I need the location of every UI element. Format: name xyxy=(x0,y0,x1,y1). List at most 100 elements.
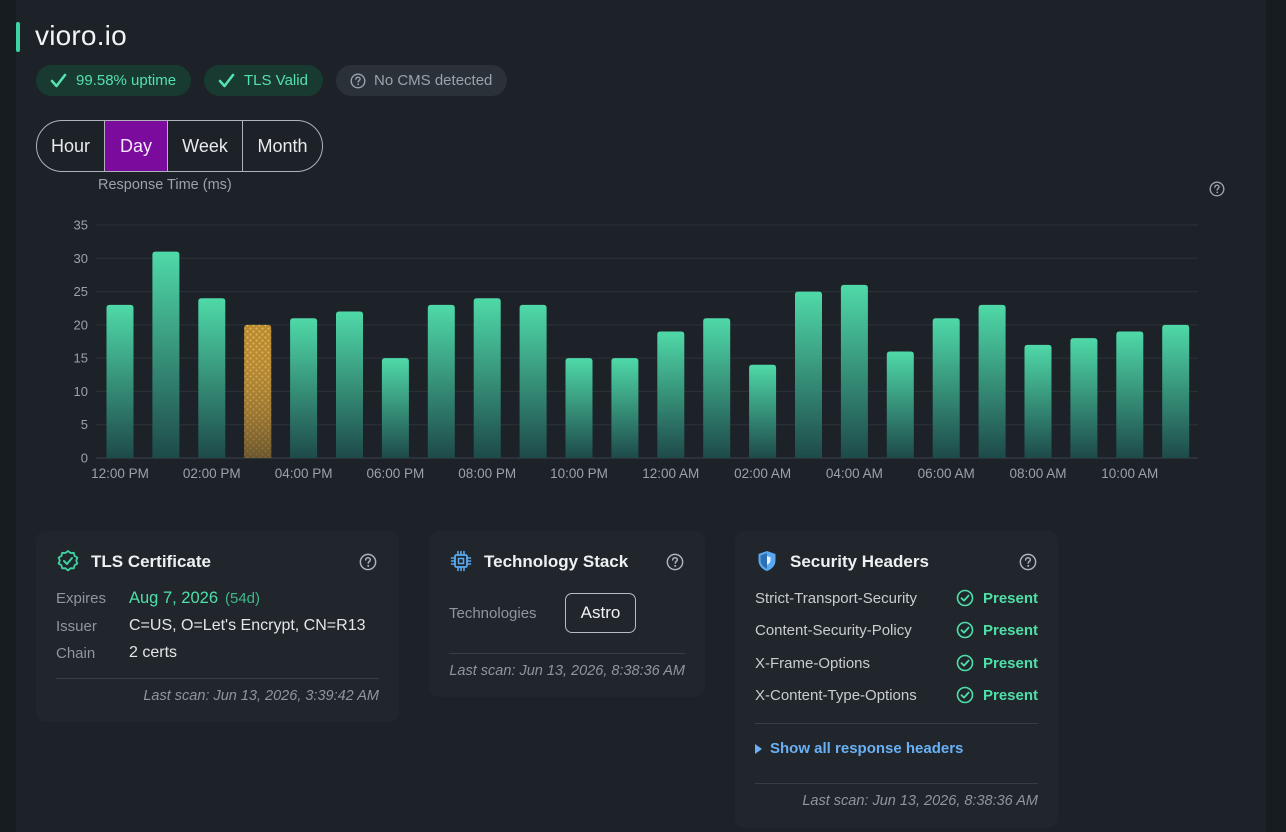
x-tick-label: 02:00 AM xyxy=(734,466,791,481)
header-status-csp: Present xyxy=(956,621,1038,639)
tech-card-title: Technology Stack xyxy=(484,552,629,571)
security-divider-bottom xyxy=(755,783,1038,784)
bar[interactable] xyxy=(106,304,134,458)
tls-last-scan: Last scan: Jun 13, 2026, 3:39:42 AM xyxy=(143,688,379,704)
bar[interactable] xyxy=(336,311,363,458)
tech-last-scan: Last scan: Jun 13, 2026, 8:38:36 AM xyxy=(449,663,685,679)
check-circle-icon xyxy=(956,621,974,639)
tech-chip-astro[interactable]: Astro xyxy=(565,593,636,633)
header-name-xfo: X-Frame-Options xyxy=(755,655,871,672)
cms-badge-label: No CMS detected xyxy=(374,72,493,89)
header-name-csp: Content-Security-Policy xyxy=(755,622,912,639)
x-tick-label: 12:00 PM xyxy=(91,466,149,481)
bar[interactable] xyxy=(152,251,180,458)
question-circle-icon xyxy=(350,72,366,89)
bar[interactable] xyxy=(795,291,822,458)
chain-value: 2 certs xyxy=(129,644,178,661)
expires-value: Aug 7, 2026 xyxy=(129,589,218,607)
issuer-label: Issuer xyxy=(56,618,97,635)
tab-month[interactable]: Month xyxy=(257,135,308,156)
y-tick-label: 5 xyxy=(81,417,88,432)
header-status-label: Present xyxy=(983,686,1039,704)
response-time-chart: 0 5 10 15 20 25 30 35 12:00 PM 02:00 PM 04:00 PM 0… xyxy=(74,218,1198,481)
y-tick-label: 30 xyxy=(74,251,88,266)
bar[interactable] xyxy=(703,318,731,458)
tech-divider xyxy=(449,653,685,654)
security-divider-top xyxy=(755,723,1038,724)
header-status-hsts: Present xyxy=(956,589,1038,607)
badge-check-icon xyxy=(57,550,79,572)
bar[interactable] xyxy=(840,284,868,458)
tls-badge: TLS Valid xyxy=(204,65,323,96)
y-tick-label: 25 xyxy=(74,284,88,299)
y-tick-label: 10 xyxy=(74,384,88,399)
bar[interactable] xyxy=(611,358,639,458)
tls-certificate-card xyxy=(36,531,399,722)
tls-help-icon[interactable] xyxy=(359,553,377,571)
bar-highlight-shade xyxy=(244,324,272,458)
bar[interactable] xyxy=(565,358,593,458)
chart-title: Response Time (ms) xyxy=(98,177,232,193)
tab-day[interactable]: Day xyxy=(105,121,168,171)
x-tick-label: 04:00 AM xyxy=(826,466,883,481)
x-tick-label: 04:00 PM xyxy=(275,466,333,481)
cpu-chip-icon xyxy=(450,550,472,572)
bar[interactable] xyxy=(886,351,914,458)
tls-divider xyxy=(56,678,379,679)
bar[interactable] xyxy=(657,331,685,458)
x-tick-label: 10:00 PM xyxy=(550,466,608,481)
header-status-xcto: Present xyxy=(956,686,1038,704)
tls-card-title: TLS Certificate xyxy=(91,552,211,571)
y-tick-label: 0 xyxy=(81,451,88,466)
security-help-icon[interactable] xyxy=(1019,553,1037,571)
header-status-label: Present xyxy=(983,589,1039,607)
x-tick-label: 06:00 PM xyxy=(367,466,425,481)
header-status-label: Present xyxy=(983,621,1039,639)
cms-badge: No CMS detected xyxy=(336,65,508,96)
show-all-headers-toggle[interactable]: Show all response headers xyxy=(755,740,963,757)
tls-badge-label: TLS Valid xyxy=(244,72,308,89)
bar[interactable] xyxy=(978,304,1006,458)
tab-week[interactable]: Week xyxy=(168,121,243,171)
x-tick-label: 10:00 AM xyxy=(1101,466,1158,481)
uptime-badge-label: 99.58% uptime xyxy=(76,72,177,89)
expires-label: Expires xyxy=(56,590,107,607)
bar[interactable] xyxy=(1024,344,1052,458)
security-last-scan: Last scan: Jun 13, 2026, 8:38:36 AM xyxy=(802,793,1038,809)
bar[interactable] xyxy=(932,318,960,458)
bar[interactable] xyxy=(1070,338,1098,458)
page-title: vioro.io xyxy=(35,20,127,51)
check-icon xyxy=(218,73,235,87)
tech-help-icon[interactable] xyxy=(666,553,684,571)
tab-hour[interactable]: Hour xyxy=(37,121,105,171)
x-tick-label: 08:00 AM xyxy=(1009,466,1066,481)
bar[interactable] xyxy=(749,364,777,458)
header-status-xfo: Present xyxy=(956,654,1038,672)
bar[interactable] xyxy=(519,304,547,458)
bar[interactable] xyxy=(1116,331,1144,458)
x-tick-label: 02:00 PM xyxy=(183,466,241,481)
bar[interactable] xyxy=(427,304,455,458)
technology-stack-card xyxy=(429,531,705,697)
x-tick-label: 06:00 AM xyxy=(918,466,975,481)
header-name-hsts: Strict-Transport-Security xyxy=(755,590,917,607)
technologies-label: Technologies xyxy=(449,605,537,622)
y-tick-label: 15 xyxy=(74,351,88,366)
check-circle-icon xyxy=(956,654,974,672)
check-circle-icon xyxy=(956,589,974,607)
show-all-headers-label: Show all response headers xyxy=(770,740,964,757)
uptime-badge: 99.58% uptime xyxy=(36,65,192,96)
header-name-xcto: X-Content-Type-Options xyxy=(755,687,917,704)
chart-help-icon[interactable] xyxy=(1209,181,1225,197)
y-tick-label: 35 xyxy=(74,218,88,233)
bar[interactable] xyxy=(198,298,226,458)
bar[interactable] xyxy=(1162,324,1190,458)
bar[interactable] xyxy=(290,318,318,458)
expires-days: (54d) xyxy=(225,590,261,607)
bar[interactable] xyxy=(381,358,409,458)
check-icon xyxy=(50,73,67,87)
check-circle-icon xyxy=(956,686,974,704)
chain-label: Chain xyxy=(56,645,96,662)
shield-icon xyxy=(758,551,776,571)
bar[interactable] xyxy=(473,298,501,458)
